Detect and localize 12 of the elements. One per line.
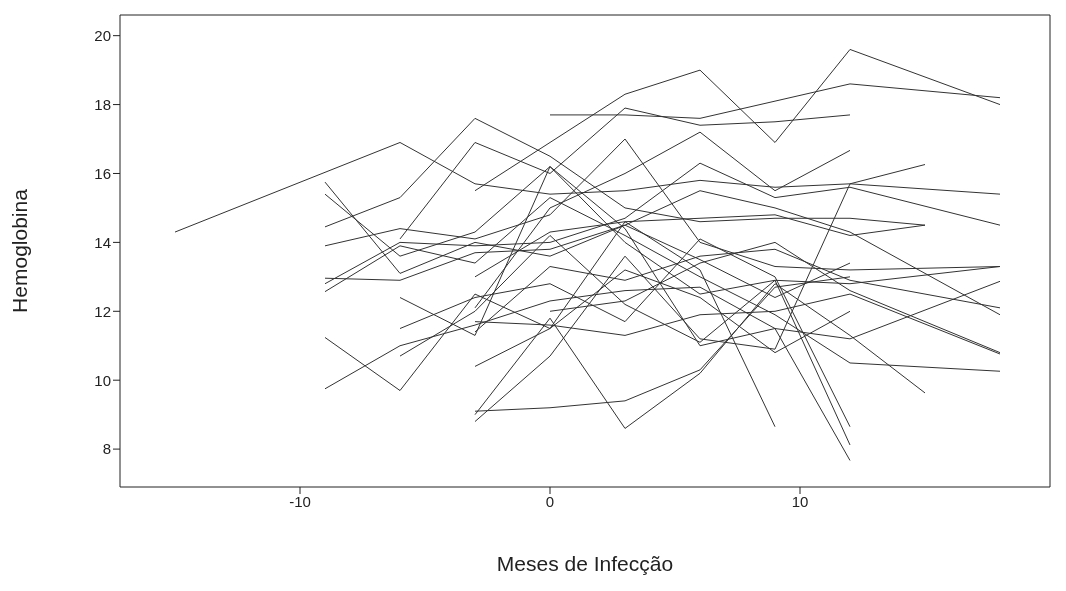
x-tick-label: 10 — [791, 492, 809, 510]
y-tick-label: 10 — [94, 371, 111, 389]
y-tick-label: 12 — [94, 302, 111, 320]
y-axis-title: Hemoglobina — [8, 188, 32, 313]
x-tick-label: -10 — [289, 492, 311, 510]
y-tick-label: 20 — [94, 27, 111, 44]
y-tick-label: 18 — [94, 95, 111, 113]
x-axis-title: Meses de Infecção — [496, 552, 674, 575]
y-tick-label: 14 — [94, 233, 111, 251]
y-tick-label: 16 — [94, 164, 111, 182]
x-tick-label: 0 — [545, 492, 555, 510]
y-tick-label: 8 — [102, 440, 111, 458]
